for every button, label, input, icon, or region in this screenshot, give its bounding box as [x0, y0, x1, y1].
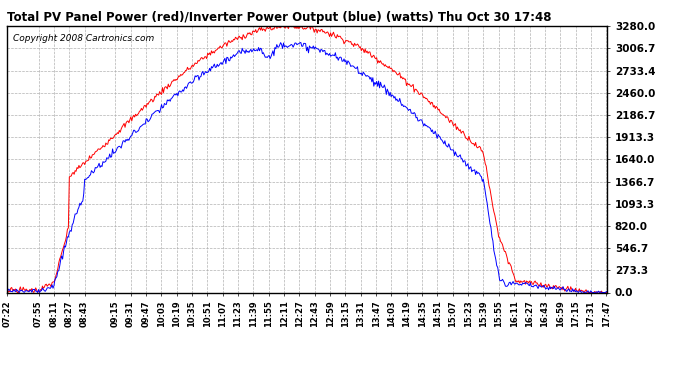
Text: Total PV Panel Power (red)/Inverter Power Output (blue) (watts) Thu Oct 30 17:48: Total PV Panel Power (red)/Inverter Powe…: [7, 11, 551, 24]
Text: Copyright 2008 Cartronics.com: Copyright 2008 Cartronics.com: [13, 34, 154, 43]
